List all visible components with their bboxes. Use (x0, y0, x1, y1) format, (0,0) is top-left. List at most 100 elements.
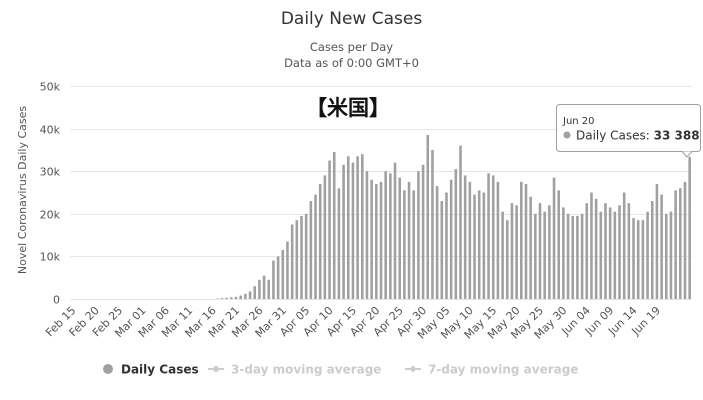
bar[interactable] (543, 211, 546, 299)
bar[interactable] (585, 203, 589, 299)
bar[interactable] (300, 215, 303, 299)
bar[interactable] (664, 213, 668, 299)
bar[interactable] (650, 201, 654, 299)
bar[interactable] (534, 213, 537, 299)
bar[interactable] (557, 190, 560, 299)
bar[interactable] (421, 164, 425, 299)
bar[interactable] (580, 213, 584, 299)
bar[interactable] (524, 183, 528, 299)
bar[interactable] (384, 171, 387, 299)
bar[interactable] (501, 211, 504, 299)
bar[interactable] (608, 207, 612, 299)
bar[interactable] (496, 181, 500, 299)
bar[interactable] (482, 192, 486, 300)
bar[interactable] (346, 156, 350, 299)
bar[interactable] (234, 296, 238, 299)
bar[interactable] (674, 190, 677, 299)
bar[interactable] (449, 179, 453, 299)
bar[interactable] (491, 175, 495, 299)
bar[interactable] (230, 297, 233, 299)
bar[interactable] (468, 181, 472, 299)
bar[interactable] (459, 145, 462, 299)
bar[interactable] (342, 164, 345, 299)
bar[interactable] (636, 220, 640, 299)
bar[interactable] (351, 162, 355, 299)
bar[interactable] (594, 198, 598, 299)
bar[interactable] (604, 203, 607, 299)
bar[interactable] (398, 177, 401, 299)
bar[interactable] (660, 194, 663, 299)
bar[interactable] (276, 256, 280, 299)
bar[interactable] (655, 183, 659, 299)
bar[interactable] (552, 177, 556, 299)
bar[interactable] (445, 192, 448, 300)
bar[interactable] (407, 181, 411, 299)
bar[interactable] (426, 134, 430, 299)
bar[interactable] (403, 190, 406, 299)
bar[interactable] (669, 211, 673, 299)
bar[interactable] (258, 279, 261, 299)
bar[interactable] (505, 220, 509, 299)
bar[interactable] (599, 211, 603, 299)
bar[interactable] (646, 211, 649, 299)
bar[interactable] (412, 190, 416, 299)
bar[interactable] (253, 286, 257, 299)
bar[interactable] (370, 179, 373, 299)
bar[interactable] (337, 188, 341, 299)
bar[interactable] (244, 293, 247, 299)
bar[interactable] (328, 160, 331, 299)
bar[interactable] (295, 220, 299, 299)
bar[interactable] (389, 173, 392, 299)
bar[interactable] (440, 201, 444, 299)
bar[interactable] (267, 279, 271, 299)
bar[interactable] (627, 203, 631, 299)
bar[interactable] (571, 215, 575, 299)
bar[interactable] (562, 207, 565, 299)
bar[interactable] (272, 260, 275, 299)
legend-item-7day-average[interactable]: 7-day moving average (405, 363, 578, 377)
bar[interactable] (262, 275, 266, 299)
bar[interactable] (361, 154, 364, 299)
bar[interactable] (220, 298, 224, 299)
bar[interactable] (618, 205, 621, 299)
bar[interactable] (463, 175, 467, 299)
legend-item-daily-cases[interactable]: Daily Cases (103, 363, 199, 377)
bar[interactable] (225, 297, 228, 299)
bar[interactable] (431, 149, 434, 299)
bar[interactable] (375, 183, 378, 299)
bar[interactable] (314, 194, 317, 299)
bar[interactable] (318, 183, 322, 299)
bar[interactable] (309, 201, 313, 299)
bar[interactable] (641, 220, 645, 299)
bar[interactable] (688, 156, 691, 299)
bar[interactable] (417, 171, 420, 299)
bar[interactable] (515, 205, 518, 299)
legend-item-3day-average[interactable]: 3-day moving average (208, 363, 381, 377)
bar[interactable] (473, 194, 476, 299)
bar[interactable] (304, 213, 308, 299)
bar[interactable] (356, 156, 359, 299)
bar[interactable] (454, 169, 458, 299)
bar[interactable] (365, 171, 369, 299)
bar[interactable] (622, 192, 626, 300)
bar[interactable] (548, 205, 551, 299)
bar[interactable] (538, 203, 542, 299)
bar[interactable] (510, 203, 514, 299)
bar[interactable] (332, 152, 336, 299)
bar[interactable] (613, 211, 617, 299)
bar[interactable] (435, 186, 439, 299)
bar[interactable] (286, 241, 289, 299)
bar[interactable] (576, 215, 579, 299)
bar[interactable] (239, 295, 242, 299)
bar[interactable] (379, 181, 383, 299)
bar[interactable] (248, 291, 252, 299)
bar[interactable] (679, 188, 682, 299)
bar[interactable] (529, 196, 532, 299)
bar[interactable] (477, 190, 481, 299)
bar[interactable] (323, 175, 327, 299)
bar[interactable] (632, 218, 635, 299)
bar[interactable] (281, 250, 285, 299)
bar[interactable] (683, 181, 687, 299)
bar[interactable] (520, 181, 523, 299)
bar[interactable] (590, 192, 593, 300)
